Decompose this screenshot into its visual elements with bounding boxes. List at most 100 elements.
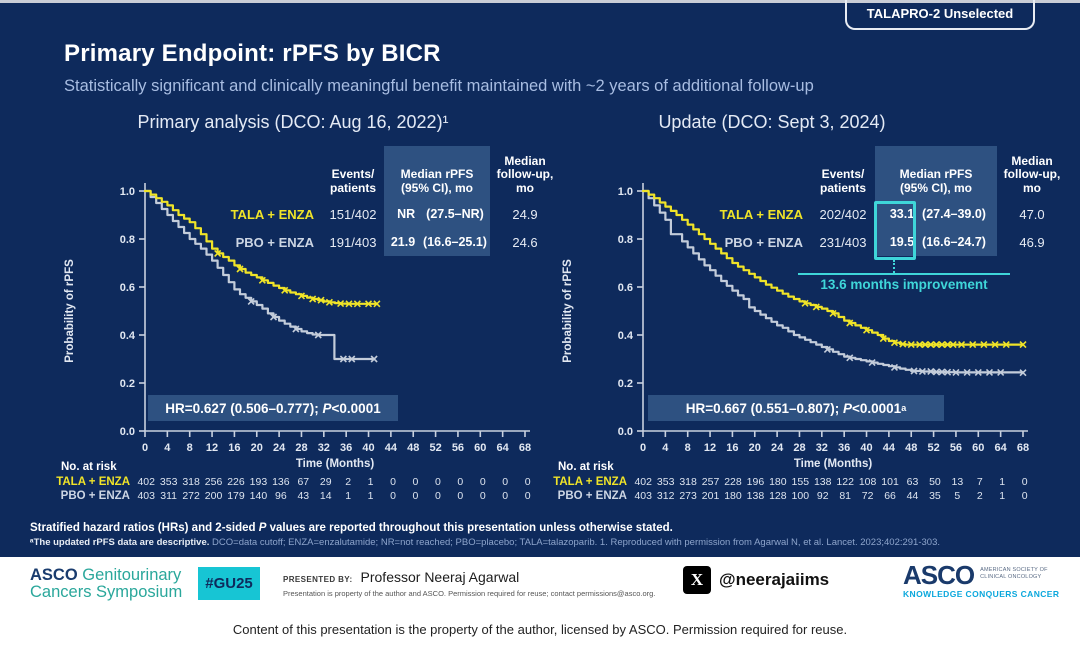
trial-badge: TALAPRO-2 Unselected: [845, 0, 1035, 30]
license-caption: Content of this presentation is the prop…: [232, 622, 848, 637]
svg-text:60: 60: [972, 442, 984, 454]
social-handle: X @neerajaiims: [683, 566, 829, 594]
panel-title-primary: Primary analysis (DCO: Aug 16, 2022)¹: [137, 112, 449, 132]
km-chart-primary: 0.00.20.40.60.81.00 4 8 12 16 20 24 28 32 36 40 44 4…: [64, 183, 531, 470]
stats-header-followup: Median follow-up, mo: [1003, 153, 1061, 195]
median-ci: (16.6–24.7): [922, 235, 986, 249]
at-risk-row: PBO + ENZA 403 311 272 200 179 140 96 43 14 1 1 0 0 0 0…: [39, 489, 539, 503]
improvement-rule: [798, 273, 1010, 275]
events-value: 202/402: [819, 206, 867, 222]
presenter-name: Professor Neeraj Agarwal: [360, 569, 520, 585]
p-value: <0.0001: [852, 400, 902, 416]
events-value: 231/403: [819, 234, 867, 250]
svg-text:68: 68: [1017, 442, 1029, 454]
followup-value: 47.0: [1019, 206, 1045, 222]
median-value: NR: [397, 207, 416, 221]
hr-annotation-primary: HR=0.627 (0.506–0.777); P <0.0001: [148, 395, 398, 421]
svg-text:48: 48: [407, 442, 419, 454]
at-risk-arm-label: TALA + ENZA: [553, 476, 627, 488]
arm-label-pbo: PBO + ENZA: [235, 234, 314, 250]
at-risk-arm-label: PBO + ENZA: [60, 490, 130, 502]
svg-text:0.0: 0.0: [618, 426, 633, 438]
svg-text:20: 20: [749, 442, 761, 454]
svg-text:32: 32: [318, 442, 330, 454]
stats-header-median: Median rPFS (95% CI), mo: [384, 146, 490, 200]
improvement-label: 13.6 months improvement: [820, 277, 988, 292]
hr-text: HR=0.627 (0.506–0.777);: [165, 400, 323, 416]
at-risk-title: No. at risk: [61, 461, 117, 473]
svg-text:0: 0: [640, 442, 646, 454]
hashtag-badge: #GU25: [198, 567, 260, 600]
at-risk-table-primary: No. at risk TALA + ENZA 402 353 318 256 226 19…: [39, 461, 539, 503]
svg-text:1.0: 1.0: [618, 186, 633, 198]
svg-text:28: 28: [295, 442, 307, 454]
median-value-cell: NR (27.5–NR): [384, 200, 490, 228]
svg-text:0.0: 0.0: [120, 426, 135, 438]
median-ci: (27.4–39.0): [922, 207, 986, 221]
median-value: 33.1: [889, 207, 915, 221]
arm-label-tala: TALA + ENZA: [230, 206, 314, 222]
gu-symposium-logo: ASCO Genitourinary Cancers Symposium: [30, 567, 182, 601]
median-value-cell: 33.1 (27.4–39.0): [875, 200, 997, 228]
stats-table-primary: Events/ patients Median rPFS (95% CI), m…: [228, 146, 560, 256]
svg-text:0.2: 0.2: [120, 378, 135, 390]
at-risk-table-update: No. at risk TALA + ENZA 402 353 318 257 228 19…: [536, 461, 1036, 503]
svg-text:0.8: 0.8: [618, 234, 633, 246]
km-chart-update: 0.00.20.40.60.81.00 4 8 12 16 20 24 28 32 36 40 44 4…: [562, 183, 1029, 470]
svg-text:48: 48: [905, 442, 917, 454]
svg-text:24: 24: [771, 442, 784, 454]
svg-text:Time (Months): Time (Months): [794, 458, 873, 470]
footnote-line1: Stratified hazard ratios (HRs) and 2-sid…: [30, 522, 673, 534]
stats-table-update: Events/ patients Median rPFS (95% CI), m…: [715, 146, 1067, 292]
hr-annotation-update: HR=0.667 (0.551–0.807); P <0.0001 a: [648, 395, 944, 421]
svg-text:0.8: 0.8: [120, 234, 135, 246]
svg-text:1.0: 1.0: [120, 186, 135, 198]
svg-text:32: 32: [816, 442, 828, 454]
presented-by: PRESENTED BY: Professor Neeraj Agarwal: [283, 569, 519, 585]
median-value-cell: 19.5 (16.6–24.7): [875, 228, 997, 256]
hr-text: HR=0.667 (0.551–0.807);: [685, 400, 843, 416]
svg-text:Probability of rPFS: Probability of rPFS: [64, 259, 76, 363]
svg-text:16: 16: [228, 442, 240, 454]
svg-text:60: 60: [474, 442, 486, 454]
at-risk-row: TALA + ENZA 402 353 318 256 226 193 136 67 29 2 1 0 0…: [39, 475, 539, 489]
followup-value: 24.6: [512, 234, 538, 250]
gu-logo-asco: ASCO: [30, 566, 78, 584]
svg-text:52: 52: [927, 442, 939, 454]
svg-text:36: 36: [340, 442, 352, 454]
p-symbol: P: [322, 400, 332, 416]
events-value: 151/402: [329, 206, 377, 222]
median-ci: (27.5–NR): [426, 207, 484, 221]
svg-text:12: 12: [704, 442, 716, 454]
p-value: <0.0001: [331, 400, 381, 416]
at-risk-title: No. at risk: [558, 461, 614, 473]
svg-text:0.2: 0.2: [618, 378, 633, 390]
at-risk-row: PBO + ENZA 403 312 273 201 180 138 128 100 92 81 72…: [536, 489, 1036, 503]
svg-text:56: 56: [452, 442, 464, 454]
followup-value: 46.9: [1019, 234, 1045, 250]
presented-by-label: PRESENTED BY:: [283, 575, 353, 584]
svg-text:16: 16: [726, 442, 738, 454]
svg-text:0: 0: [142, 442, 148, 454]
slide-subtitle: Statistically significant and clinically…: [64, 77, 814, 95]
at-risk-values: 402 353 318 256 226 193 136 67 29 2 1 0 0 0 0 0 0 0: [137, 476, 531, 488]
asco-logo-wordmark: ASCO: [903, 560, 975, 590]
svg-text:64: 64: [497, 442, 510, 454]
gu-logo-line2: Cancers Symposium: [30, 583, 183, 601]
panel-title-update: Update (DCO: Sept 3, 2024): [658, 112, 886, 132]
at-risk-arm-label: TALA + ENZA: [56, 476, 130, 488]
twitter-handle: @neerajaiims: [719, 570, 830, 589]
svg-text:8: 8: [187, 442, 193, 454]
footer-bar: ASCO Genitourinary Cancers Symposium #GU…: [0, 557, 1080, 649]
arm-label-pbo: PBO + ENZA: [724, 234, 803, 250]
svg-text:24: 24: [273, 442, 286, 454]
svg-text:28: 28: [793, 442, 805, 454]
events-value: 191/403: [329, 234, 377, 250]
improvement-connector: [893, 260, 895, 273]
svg-text:40: 40: [860, 442, 872, 454]
median-highlight-frame: [874, 201, 916, 260]
svg-text:8: 8: [685, 442, 691, 454]
x-twitter-icon: X: [683, 566, 711, 594]
svg-text:Time (Months): Time (Months): [296, 458, 375, 470]
